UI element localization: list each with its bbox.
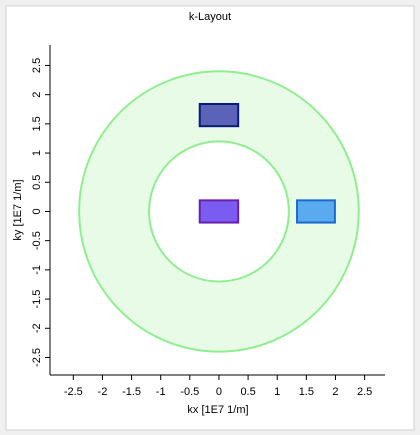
- y-axis-label: ky [1E7 1/m]: [12, 179, 24, 240]
- y-tick-label: -1.5: [31, 290, 43, 309]
- x-tick-label: 1.5: [299, 386, 314, 398]
- x-tick-label: -2: [98, 386, 108, 398]
- y-tick-label: -2: [31, 323, 43, 333]
- y-tick-label: -0.5: [31, 231, 43, 250]
- y-tick-label: 2.5: [31, 58, 43, 73]
- x-tick-label: -0.5: [180, 386, 199, 398]
- chart-title: k-Layout: [189, 11, 231, 23]
- y-tick-label: -2.5: [31, 348, 43, 367]
- x-tick-label: 2: [332, 386, 338, 398]
- rectangle: [198, 102, 240, 128]
- x-tick-label: 0.5: [240, 386, 255, 398]
- rectangle: [296, 199, 336, 224]
- rectangle: [198, 199, 240, 224]
- x-tick-label: -1.5: [122, 386, 141, 398]
- y-tick-label: 0.5: [31, 175, 43, 190]
- y-tick-label: 0: [31, 208, 43, 214]
- x-axis-label: kx [1E7 1/m]: [187, 404, 248, 416]
- x-tick-label: 2.5: [357, 386, 372, 398]
- y-tick-label: -1: [31, 265, 43, 275]
- x-tick-label: -2.5: [64, 386, 83, 398]
- y-tick-label: 1: [31, 150, 43, 156]
- x-tick-label: -1: [156, 386, 166, 398]
- ring: [78, 70, 360, 353]
- y-tick-label: 1.5: [31, 116, 43, 131]
- x-tick-label: 1: [274, 386, 280, 398]
- y-tick-label: 2: [31, 92, 43, 98]
- x-tick-label: 0: [216, 386, 222, 398]
